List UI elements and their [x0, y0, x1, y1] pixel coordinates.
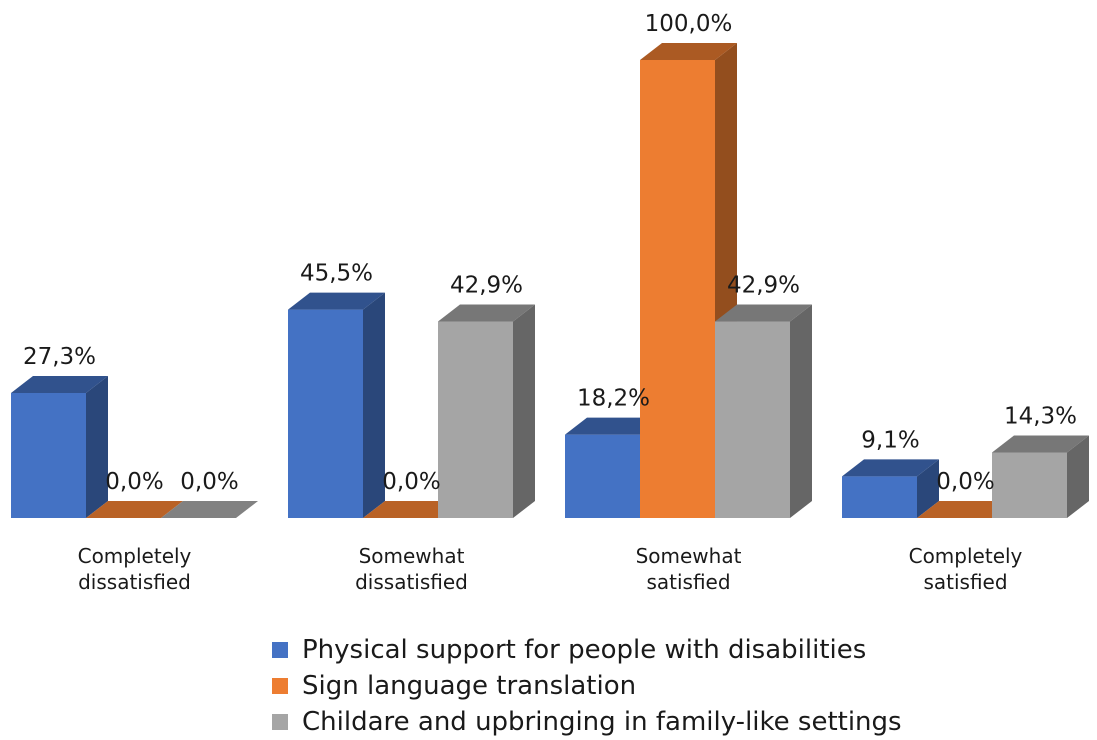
legend-swatch-sign-language: [272, 678, 288, 694]
bar-1-2: [288, 292, 385, 518]
data-label-2-4: 0,0%: [936, 469, 994, 495]
data-label-3-4: 14,3%: [1004, 404, 1077, 430]
bar-3-1: [161, 501, 258, 518]
data-label-3-3: 42,9%: [727, 273, 800, 299]
bar-front: [565, 434, 640, 518]
bar-3-3: [715, 304, 812, 518]
bar-side: [917, 459, 939, 518]
bar-front: [438, 321, 513, 518]
bar-top: [438, 304, 535, 322]
data-label-2-3: 100,0%: [645, 11, 733, 37]
bar-top: [161, 501, 258, 518]
bar-2-4: [917, 501, 1014, 518]
bar-front: [715, 321, 790, 518]
legend-label-childcare: Childare and upbringing in family-like s…: [302, 707, 902, 737]
data-label-1-4: 9,1%: [861, 427, 919, 453]
bar-front: [842, 476, 917, 518]
bar-top: [715, 304, 812, 322]
legend-swatch-physical-support: [272, 642, 288, 658]
data-label-1-2: 45,5%: [300, 261, 373, 287]
legend-label-sign-language: Sign language translation: [302, 671, 637, 701]
category-label-4: Completely satisfied: [909, 544, 1023, 594]
legend: Physical support for people with disabil…: [272, 632, 902, 740]
legend-label-physical-support: Physical support for people with disabil…: [302, 635, 867, 665]
bar-front: [11, 392, 86, 518]
data-label-2-2: 0,0%: [382, 469, 440, 495]
bar-front: [640, 60, 715, 518]
bar-3-2: [438, 304, 535, 518]
bar-top: [363, 501, 460, 518]
bar-top: [992, 435, 1089, 453]
legend-item-childcare: Childare and upbringing in family-like s…: [272, 704, 902, 740]
legend-swatch-childcare: [272, 714, 288, 730]
bar-2-3: [640, 43, 737, 518]
bar-2-1: [86, 501, 183, 518]
bar-front: [288, 309, 363, 518]
bar-top: [86, 501, 183, 518]
data-label-3-1: 0,0%: [180, 469, 238, 495]
bar-top: [917, 501, 1014, 518]
data-label-1-1: 27,3%: [23, 344, 96, 370]
bar-3-4: [992, 435, 1089, 518]
bar-side: [363, 292, 385, 518]
bar-side: [86, 375, 108, 518]
category-label-1: Completely dissatisfied: [78, 544, 192, 594]
data-label-3-2: 42,9%: [450, 273, 523, 299]
bar-top: [842, 459, 939, 477]
category-label-2: Somewhat dissatisfied: [355, 544, 468, 594]
legend-item-sign-language: Sign language translation: [272, 668, 902, 704]
legend-item-physical-support: Physical support for people with disabil…: [272, 632, 902, 668]
data-label-1-3: 18,2%: [577, 386, 650, 412]
bar-side: [513, 304, 535, 518]
bar-front: [992, 452, 1067, 518]
bar-side: [790, 304, 812, 518]
bar-top: [565, 417, 662, 435]
bar-2-2: [363, 501, 460, 518]
bar-side: [1067, 435, 1089, 518]
data-label-2-1: 0,0%: [105, 469, 163, 495]
bar-1-4: [842, 459, 939, 518]
bar-top: [288, 292, 385, 310]
category-label-3: Somewhat satisfied: [636, 544, 742, 594]
bar-1-1: [11, 375, 108, 518]
bar-top: [11, 375, 108, 393]
bar-top: [640, 43, 737, 60]
bar-chart: 27,3% 0,0% 0,0% Completely dissatisfied 45,5%…: [11, 11, 1089, 594]
